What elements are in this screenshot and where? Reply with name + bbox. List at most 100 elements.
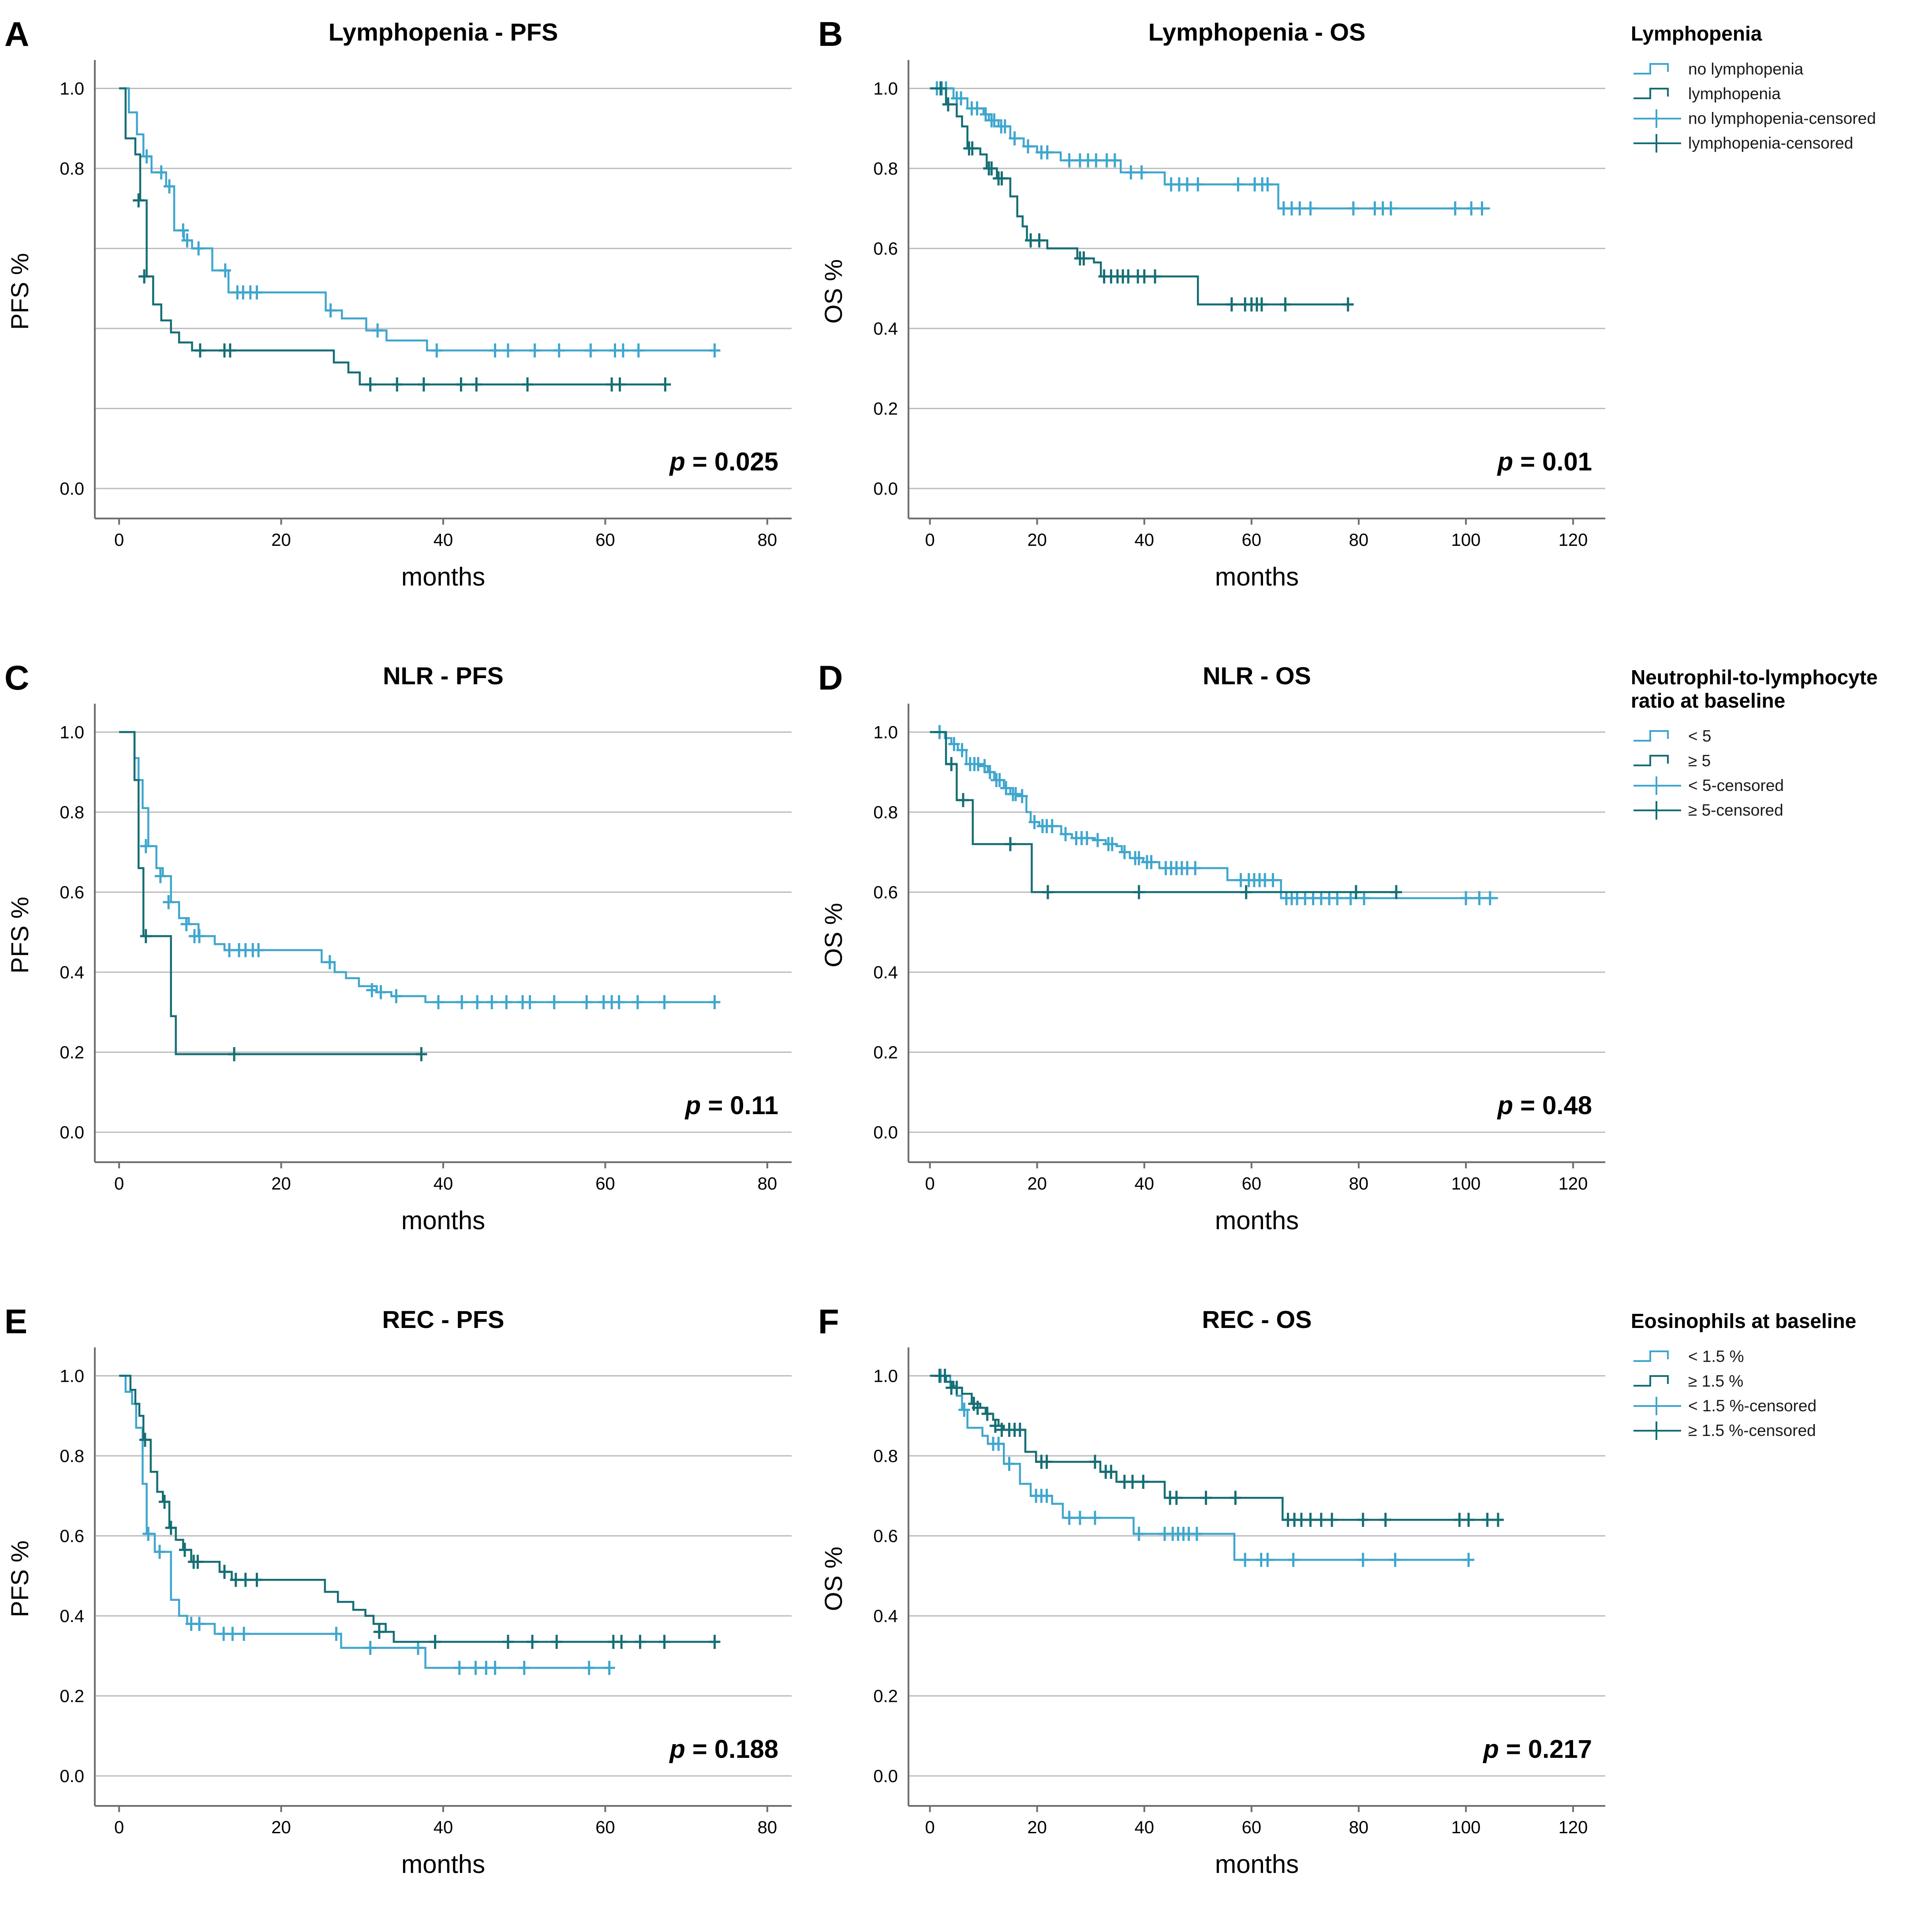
y-tick-label: 0.8	[873, 803, 898, 822]
censor-plus-icon	[1633, 1396, 1681, 1415]
censor-plus-icon	[1633, 1421, 1681, 1440]
censor-plus-icon	[1633, 801, 1681, 820]
x-axis-title: months	[401, 1850, 485, 1879]
x-tick-label: 80	[1349, 530, 1369, 550]
x-tick-label: 0	[114, 1818, 124, 1837]
series-dark-curve	[119, 731, 422, 1056]
y-tick-label: 1.0	[873, 1366, 898, 1386]
x-tick-label: 40	[1135, 1818, 1155, 1837]
y-tick-label: 0.8	[873, 1447, 898, 1466]
legend-item: no lymphopenia	[1631, 57, 1907, 82]
censor-plus-icon	[1633, 109, 1681, 128]
step-line-icon	[1633, 730, 1669, 742]
x-tick-label: 80	[758, 1818, 777, 1837]
p-value: p = 0.01	[1497, 448, 1592, 476]
panel-f-cell: 0 20 40 60 80 100 120 1.0 0.8 0.6 0.4 0.2 0.0 F REC - …	[814, 1287, 1627, 1932]
panel-a-cell: 0 20 40 60 80 1.0 0.8 0.0 A Lymphopenia - PFS mont…	[0, 0, 814, 644]
legend-item: ≥ 1.5 %	[1631, 1369, 1907, 1394]
step-line-icon	[1633, 1375, 1669, 1387]
legend-item-label: < 5-censored	[1688, 776, 1784, 794]
series-light-curve	[119, 87, 715, 352]
panel-title: NLR - PFS	[383, 662, 504, 690]
x-tick-label: 80	[1349, 1818, 1369, 1837]
legend-block: Neutrophil-to-lymphocyte ratio at baseli…	[1631, 666, 1907, 823]
legend-item: lymphopenia	[1631, 82, 1907, 106]
legend-item: lymphopenia-censored	[1631, 131, 1907, 156]
panel-b-chart: 0 20 40 60 80 100 120 1.0 0.8 0.6 0.4 0.2 0.0 B Lympho…	[818, 15, 1605, 591]
legend-block: Lymphopenia no lymphopenia lymphopenia no l…	[1631, 22, 1907, 156]
panel-letter: E	[4, 1302, 27, 1341]
p-value: p = 0.11	[684, 1091, 778, 1120]
panel-letter: C	[4, 658, 29, 697]
p-value: p = 0.48	[1497, 1091, 1592, 1120]
y-tick-label: 0.8	[60, 803, 84, 822]
legend-item: < 1.5 %	[1631, 1344, 1907, 1369]
x-tick-label: 60	[1242, 530, 1262, 550]
legend-item-label: lymphopenia-censored	[1688, 134, 1854, 152]
x-tick-label: 0	[114, 1174, 124, 1194]
censor-marks-light	[140, 839, 721, 1010]
x-tick-label: 40	[434, 530, 453, 550]
legend-item: < 5	[1631, 724, 1907, 749]
step-line-icon	[1633, 87, 1669, 99]
panel-c-cell: 0 20 40 60 80 1.0 0.8 0.6 0.4 0.2 0.0 C NLR - PFS mon…	[0, 644, 814, 1287]
censor-marks-dark	[133, 193, 671, 392]
x-tick-label: 20	[271, 1174, 291, 1194]
series-dark-curve	[930, 87, 1348, 306]
legend-item-label: < 1.5 %	[1688, 1347, 1744, 1365]
censor-marks-dark	[934, 1369, 1504, 1527]
step-line-icon	[1633, 63, 1669, 75]
x-axis-title: months	[1215, 563, 1299, 591]
legend-item: ≥ 5-censored	[1631, 798, 1907, 823]
legend-item: < 5-censored	[1631, 773, 1907, 798]
panel-d-cell: 0 20 40 60 80 100 120 1.0 0.8 0.6 0.4 0.2 0.0 D NLR - …	[814, 644, 1627, 1287]
y-tick-label: 0.2	[60, 1686, 84, 1706]
y-tick-label: 0.4	[60, 1607, 84, 1626]
censor-marks-dark	[140, 929, 427, 1061]
censor-marks-dark	[139, 1432, 721, 1649]
series-dark-curve	[119, 87, 666, 386]
legend-item-label: < 5	[1688, 727, 1712, 745]
y-tick-label: 1.0	[60, 1366, 84, 1386]
legend-item-label: ≥ 1.5 %	[1688, 1372, 1744, 1390]
p-value: p = 0.188	[669, 1735, 778, 1764]
y-tick-label: 0.2	[873, 1686, 898, 1706]
legend-item-label: no lymphopenia	[1688, 60, 1804, 78]
panel-letter: B	[818, 15, 843, 53]
legend-item: no lymphopenia-censored	[1631, 106, 1907, 131]
x-axis-title: months	[401, 1206, 485, 1235]
panel-title: REC - OS	[1202, 1305, 1312, 1333]
y-tick-label: 0.4	[873, 963, 898, 982]
p-value: p = 0.217	[1482, 1735, 1592, 1764]
x-axis-title: months	[1215, 1850, 1299, 1879]
x-tick-label: 100	[1451, 530, 1481, 550]
legend-item-label: no lymphopenia-censored	[1688, 109, 1876, 127]
x-tick-label: 60	[595, 1174, 615, 1194]
x-tick-label: 40	[434, 1174, 453, 1194]
legend-title: Lymphopenia	[1631, 22, 1762, 45]
censor-plus-icon	[1633, 776, 1681, 795]
panel-title: Lymphopenia - OS	[1148, 18, 1366, 46]
censor-marks-light	[142, 1526, 615, 1675]
y-axis-title: OS %	[819, 903, 847, 967]
series-light-curve	[930, 1375, 1469, 1561]
panel-letter: D	[818, 658, 843, 697]
legend-item: < 1.5 %-censored	[1631, 1394, 1907, 1418]
legend-nlr: Neutrophil-to-lymphocyte ratio at baseli…	[1627, 644, 1910, 1287]
y-axis-title: PFS %	[6, 253, 34, 330]
y-tick-label: 0.6	[873, 1526, 898, 1546]
y-tick-label: 0.0	[60, 479, 84, 499]
x-tick-label: 60	[595, 1818, 615, 1837]
legend-eosinophils: Eosinophils at baseline < 1.5 % ≥ 1.5 % < 1…	[1627, 1287, 1910, 1932]
x-tick-label: 0	[925, 1818, 934, 1837]
y-tick-label: 0.4	[60, 963, 84, 982]
y-tick-label: 0.8	[60, 1447, 84, 1466]
y-tick-label: 0.6	[60, 883, 84, 902]
x-tick-label: 80	[758, 1174, 777, 1194]
panel-letter: F	[818, 1302, 839, 1341]
x-tick-label: 40	[434, 1818, 453, 1837]
y-tick-label: 0.2	[873, 1043, 898, 1062]
panel-c-chart: 0 20 40 60 80 1.0 0.8 0.6 0.4 0.2 0.0 C NLR - PFS mon…	[4, 658, 792, 1235]
y-tick-label: 0.6	[60, 1526, 84, 1546]
